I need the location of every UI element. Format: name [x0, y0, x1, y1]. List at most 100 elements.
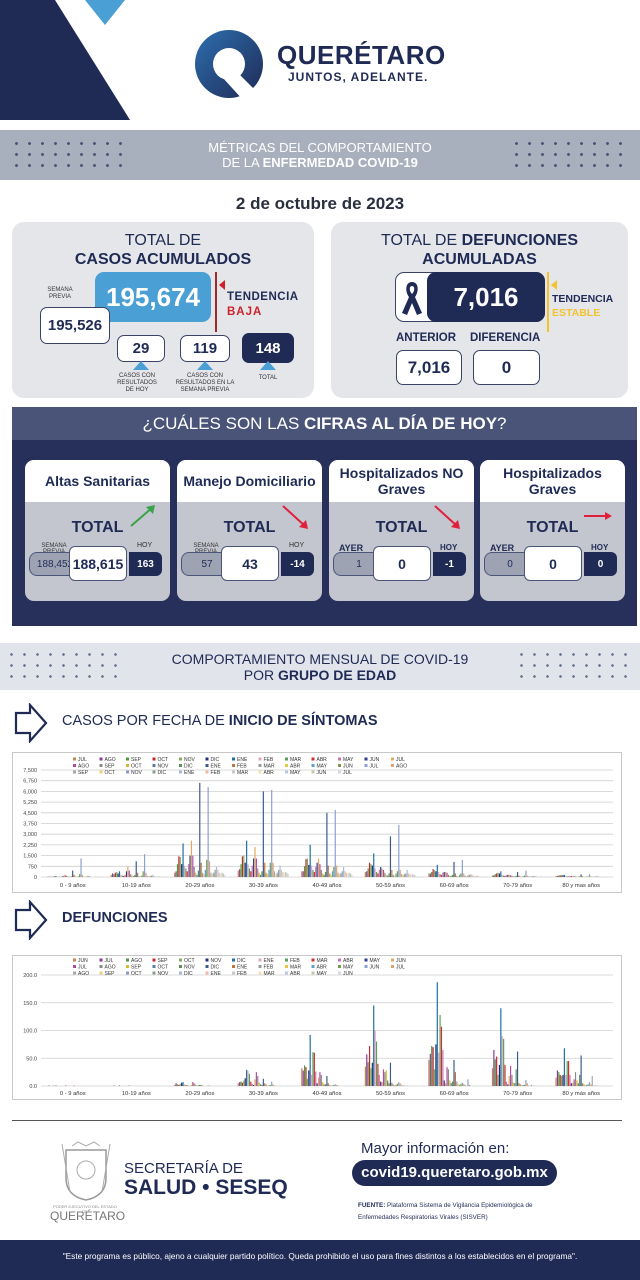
bar	[518, 1083, 520, 1086]
bar	[593, 1085, 595, 1086]
legend-swatch	[311, 757, 315, 761]
website-link[interactable]: covid19.queretaro.gob.mx	[352, 1160, 557, 1186]
bar	[521, 1084, 523, 1086]
x-category-label: 10-19 años	[122, 1091, 151, 1097]
stat-today-value: -14	[281, 552, 314, 576]
bar	[561, 1076, 563, 1086]
bar	[367, 1062, 369, 1086]
bar	[348, 872, 350, 877]
bar	[581, 876, 584, 877]
bar	[439, 874, 441, 877]
bar	[142, 871, 144, 877]
bar	[188, 864, 190, 877]
bar	[211, 874, 213, 877]
pointer-icon	[260, 361, 276, 370]
legend-swatch	[126, 770, 129, 774]
bar	[389, 836, 392, 877]
bar	[150, 875, 153, 877]
bar	[189, 855, 191, 877]
bar	[440, 874, 443, 877]
bar	[183, 1084, 186, 1086]
bar	[458, 874, 461, 877]
banner-line2-bold: ENFERMEDAD COVID-19	[262, 155, 418, 170]
bar	[576, 1080, 578, 1086]
bar	[243, 1080, 245, 1086]
bar	[341, 871, 343, 877]
trend-flag-icon	[219, 280, 225, 290]
legend-swatch	[285, 757, 288, 761]
x-category-label: 70-79 años	[503, 1091, 532, 1097]
x-category-label: 30-39 años	[249, 883, 278, 889]
bar	[302, 1070, 304, 1086]
dot-pattern	[510, 138, 630, 170]
bar	[528, 876, 530, 877]
bar	[569, 1074, 571, 1086]
bar	[156, 876, 158, 877]
bar	[561, 874, 563, 877]
legend-label: NOV	[131, 770, 143, 776]
bar	[306, 1078, 308, 1086]
bar	[207, 787, 209, 877]
x-category-label: 20-29 años	[185, 1091, 214, 1097]
legend-swatch	[126, 958, 129, 962]
corner-decoration	[0, 0, 130, 120]
bar	[254, 1079, 256, 1086]
bar	[250, 871, 252, 877]
bar	[345, 872, 347, 877]
bar	[247, 864, 249, 877]
deaths-prev-label: ANTERIOR	[396, 332, 457, 344]
today-caption: CASOS CON RESULTADOS DE HOY	[117, 373, 157, 393]
bar	[498, 873, 501, 877]
stat-today-value: -1	[433, 552, 466, 576]
legend-label: MAR	[264, 764, 276, 770]
bar	[199, 1084, 201, 1086]
legend-swatch	[364, 764, 368, 767]
legend-swatch	[338, 770, 341, 774]
bar	[320, 1074, 322, 1086]
bar	[327, 865, 329, 877]
bar	[366, 871, 368, 877]
bar	[528, 1085, 530, 1086]
bar	[141, 875, 143, 877]
bar	[313, 872, 315, 877]
bar	[461, 1082, 463, 1086]
bar	[123, 875, 125, 877]
bar	[378, 869, 380, 877]
bar	[378, 1074, 380, 1086]
seal-name: QUERÉTARO	[50, 1209, 126, 1223]
bar	[511, 1074, 513, 1086]
bar	[114, 872, 116, 877]
bar	[210, 872, 212, 877]
bar	[516, 1051, 519, 1086]
bar	[453, 862, 455, 877]
legend-label: OCT	[131, 764, 142, 770]
bar	[532, 876, 534, 877]
trend-arrow-down-icon	[434, 505, 460, 529]
legend-label: JUN	[396, 958, 406, 964]
legend-swatch	[179, 757, 182, 761]
bar	[503, 1038, 505, 1086]
stat-total-label: TOTAL	[375, 519, 428, 536]
legend-label: ENE	[237, 757, 248, 763]
bar	[248, 1073, 250, 1086]
bar	[409, 874, 411, 877]
legend-label: ABR	[317, 757, 328, 763]
bar	[128, 870, 130, 877]
bar	[159, 876, 161, 877]
bar	[429, 873, 431, 877]
x-category-label: 30-39 años	[249, 1091, 278, 1097]
bar	[157, 876, 160, 877]
bar	[516, 872, 519, 877]
bar	[569, 876, 571, 877]
bar	[556, 875, 559, 877]
bar	[525, 870, 527, 877]
x-category-label: 60-69 años	[440, 1091, 469, 1097]
bar	[255, 1072, 257, 1086]
bar	[128, 1085, 130, 1086]
bar	[493, 1049, 495, 1086]
bar	[382, 1069, 385, 1086]
bar	[364, 1066, 366, 1086]
legend-label: OCT	[105, 770, 116, 776]
ribbon-icon	[402, 282, 422, 315]
